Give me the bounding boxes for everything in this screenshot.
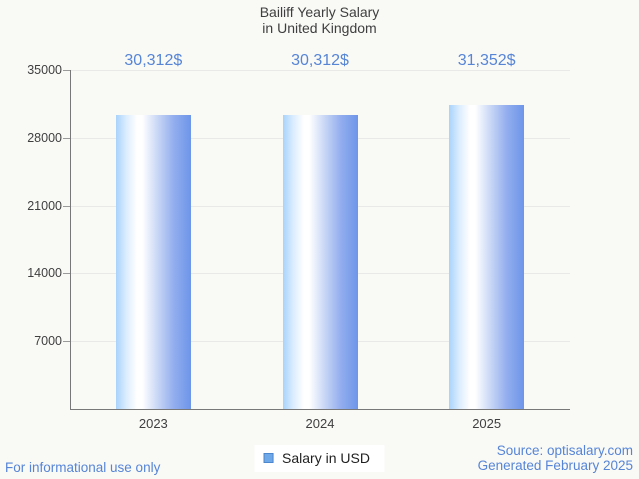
y-axis-tick	[63, 273, 70, 275]
bar	[115, 115, 191, 409]
y-axis-label: 21000	[27, 198, 62, 213]
legend: Salary in USD	[254, 445, 385, 472]
source-line: Source: optisalary.com	[496, 443, 633, 458]
y-axis-line	[70, 70, 71, 409]
bar	[449, 105, 525, 409]
x-axis-label: 2025	[472, 416, 502, 431]
y-axis-tick	[63, 341, 70, 343]
bar-value-label: 31,352$	[457, 52, 516, 69]
source-attribution: Source: optisalary.com Generated Februar…	[477, 443, 633, 473]
legend-label: Salary in USD	[282, 450, 370, 466]
x-axis-label: 2024	[305, 416, 335, 431]
generated-line: Generated February 2025	[477, 457, 633, 473]
y-axis-tick	[63, 70, 70, 71]
chart-title-line2: in United Kingdom	[262, 20, 377, 36]
legend-marker-icon	[263, 453, 274, 463]
gridline	[70, 70, 570, 71]
bar	[282, 115, 358, 409]
x-axis-line	[70, 409, 570, 410]
x-axis-label: 2023	[138, 416, 168, 431]
page-title: Bailiff Yearly Salary in United Kingdom	[0, 4, 639, 36]
y-axis-tick	[63, 137, 70, 139]
y-axis-label: 28000	[27, 130, 62, 145]
chart-title-line1: Bailiff Yearly Salary	[259, 4, 380, 20]
y-axis-label: 7000	[34, 334, 62, 349]
y-axis-label: 35000	[27, 63, 62, 77]
bar-value-label: 30,312$	[124, 52, 183, 69]
bar-value-label: 30,312$	[291, 52, 349, 69]
y-axis-label: 14000	[27, 266, 62, 281]
disclaimer-text: For informational use only	[5, 460, 161, 475]
y-axis-tick	[63, 205, 70, 207]
